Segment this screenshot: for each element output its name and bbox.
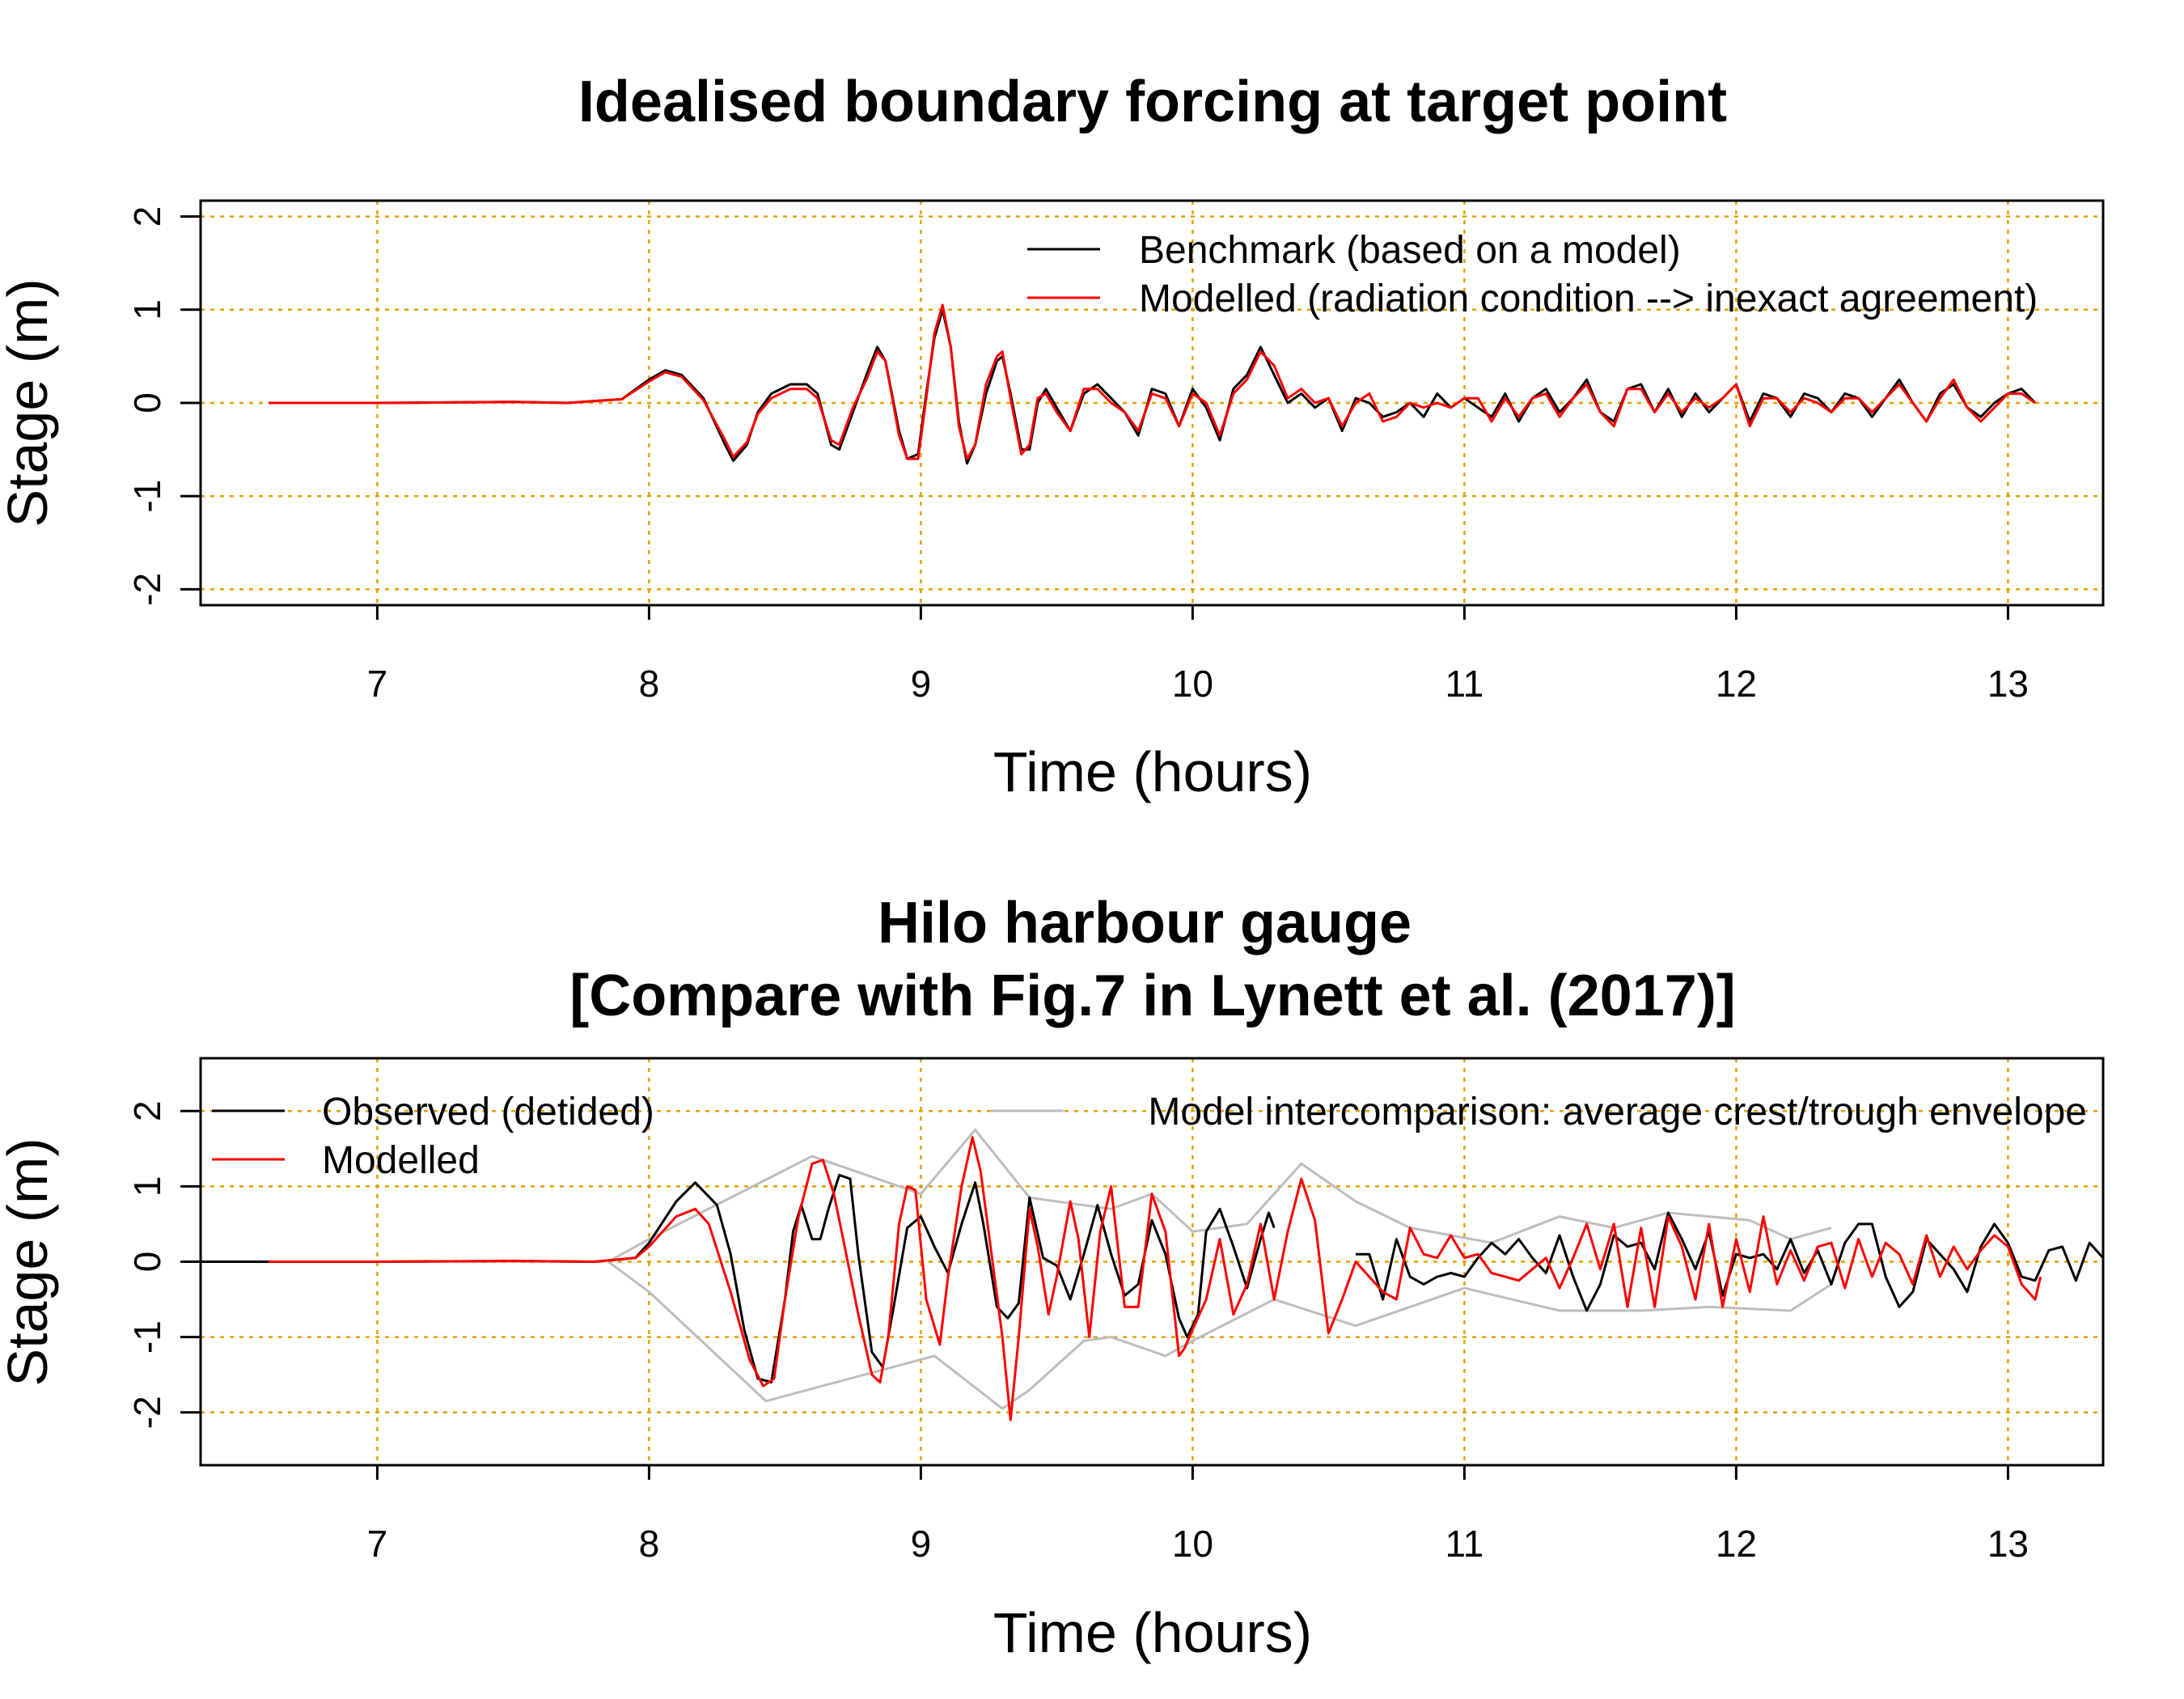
x-tick-label: 8 xyxy=(639,663,660,705)
series-line xyxy=(269,308,2037,465)
x-axis-label: Time (hours) xyxy=(993,740,1312,803)
chart-title: Idealised boundary forcing at target poi… xyxy=(578,70,1727,134)
y-axis: -2 -1 0 1 2 xyxy=(126,206,201,606)
x-tick-label: 9 xyxy=(911,1523,932,1565)
y-tick-label: -2 xyxy=(126,573,168,606)
y-tick-label: 0 xyxy=(126,392,168,413)
series-line xyxy=(607,1260,1832,1410)
x-tick-label: 7 xyxy=(367,1523,388,1565)
y-tick-label: 2 xyxy=(126,1100,168,1121)
y-axis-label: Stage (m) xyxy=(0,278,59,527)
y-tick-label: -1 xyxy=(126,1320,168,1354)
series-line xyxy=(607,1129,1832,1263)
legend-label-envelope: Model intercomparison: average crest/tro… xyxy=(1148,1091,2087,1133)
x-axis-label: Time (hours) xyxy=(993,1601,1312,1664)
chart-title-line-1: Hilo harbour gauge xyxy=(878,891,1412,955)
x-tick-label: 10 xyxy=(1172,663,1213,705)
x-tick-label: 8 xyxy=(639,1523,660,1565)
series-line xyxy=(269,1136,2042,1421)
chart-title-line-2: [Compare with Fig.7 in Lynett et al. (20… xyxy=(569,964,1736,1028)
series-modelled xyxy=(269,1136,2042,1421)
series-layer xyxy=(269,303,2037,465)
chart-panel-forcing: Idealised boundary forcing at target poi… xyxy=(0,70,2105,803)
legend: Observed (detided) Modelled Model interc… xyxy=(212,1091,2087,1182)
y-axis: -2 -1 0 1 2 xyxy=(126,1100,201,1429)
legend-label-modelled: Modelled (radiation condition --> inexac… xyxy=(1139,278,2038,320)
x-tick-label: 9 xyxy=(911,663,932,705)
y-tick-label: 1 xyxy=(126,1176,168,1197)
legend-label-benchmark: Benchmark (based on a model) xyxy=(1139,229,1681,272)
grid xyxy=(201,201,2103,605)
y-axis-label: Stage (m) xyxy=(0,1138,59,1386)
y-tick-label: 1 xyxy=(126,299,168,320)
series-modelled-radiation-condition-inexact-agreement xyxy=(269,303,2036,460)
x-tick-label: 12 xyxy=(1716,1523,1757,1565)
chart-title: Hilo harbour gauge [Compare with Fig.7 i… xyxy=(569,891,1736,1028)
x-axis: 7 8 9 10 11 12 13 xyxy=(367,1465,2029,1565)
x-tick-label: 10 xyxy=(1172,1523,1213,1565)
y-tick-label: 2 xyxy=(126,206,168,227)
x-tick-label: 13 xyxy=(1987,663,2029,705)
x-tick-label: 11 xyxy=(1445,1523,1484,1565)
y-tick-label: -2 xyxy=(126,1396,168,1429)
y-tick-label: -1 xyxy=(126,480,168,513)
x-tick-label: 13 xyxy=(1987,1523,2029,1565)
y-tick-label: 0 xyxy=(126,1252,168,1273)
legend-label-observed: Observed (detided) xyxy=(322,1091,654,1133)
x-axis: 7 8 9 10 11 12 13 xyxy=(367,605,2029,705)
x-tick-label: 11 xyxy=(1445,663,1484,705)
series-line xyxy=(201,1173,1276,1383)
x-tick-label: 7 xyxy=(367,663,388,705)
series-layer xyxy=(201,1129,2105,1421)
series-line xyxy=(1356,1211,2105,1312)
x-tick-label: 12 xyxy=(1716,663,1757,705)
legend-label-modelled: Modelled xyxy=(322,1139,480,1182)
legend: Benchmark (based on a model) Modelled (r… xyxy=(1027,229,2038,320)
series-line xyxy=(269,303,2036,460)
chart-panel-hilo: Hilo harbour gauge [Compare with Fig.7 i… xyxy=(0,891,2105,1664)
series-benchmark-based-on-a-model xyxy=(269,308,2037,465)
